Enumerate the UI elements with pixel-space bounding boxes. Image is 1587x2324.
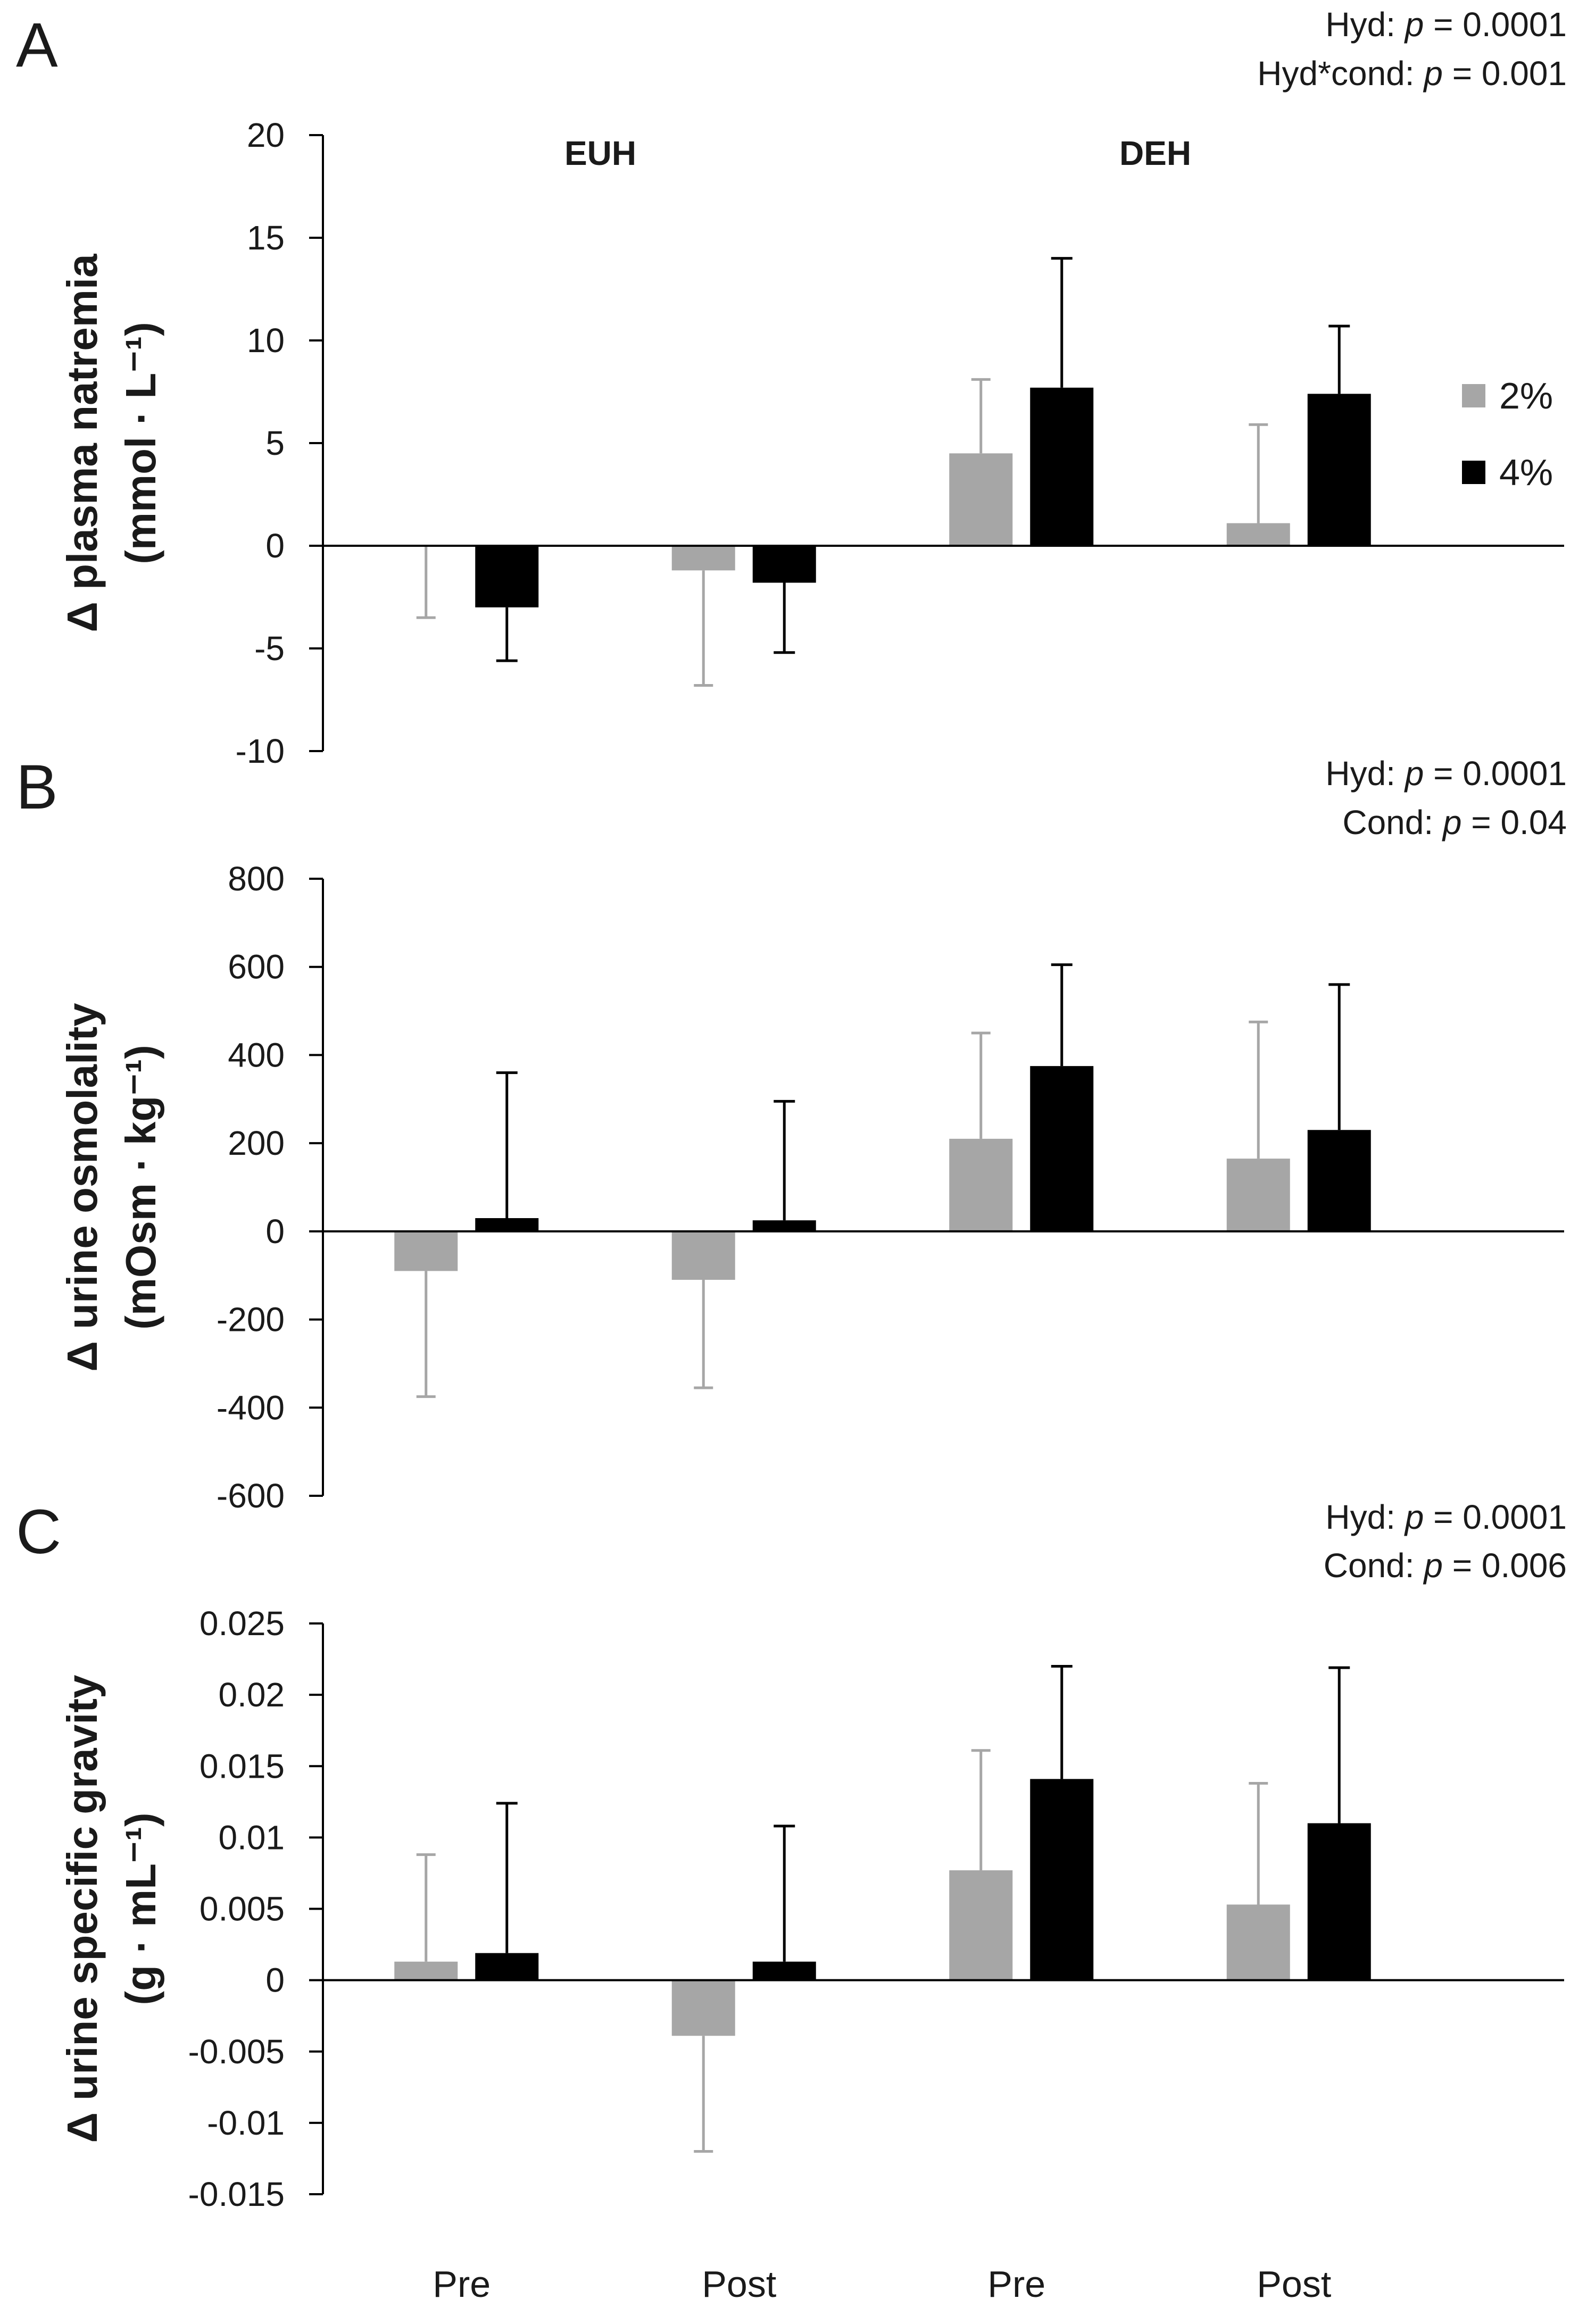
stat-label: Hyd*cond: xyxy=(1257,54,1424,93)
y-tick-label: -5 xyxy=(254,629,285,668)
bar-4pct-1 xyxy=(752,1220,816,1231)
y-tick-label: 0 xyxy=(265,1961,285,2000)
y-axis-label: Δ plasma natremia xyxy=(59,254,106,632)
y-tick-label: 20 xyxy=(247,116,285,154)
y-tick-label: 0.005 xyxy=(200,1890,285,1928)
x-category-label: Pre xyxy=(987,2263,1045,2305)
bar-2pct-2 xyxy=(949,1138,1013,1231)
y-tick-label: 200 xyxy=(228,1124,285,1162)
y-tick-label: 0.015 xyxy=(200,1747,285,1785)
y-tick-label: 5 xyxy=(265,424,285,462)
stat-annotation: Hyd: p = 0.0001 xyxy=(1325,1498,1567,1536)
stat-annotation: Cond: p = 0.006 xyxy=(1324,1546,1567,1585)
group-label: DEH xyxy=(1119,134,1191,172)
group-label: EUH xyxy=(564,134,636,172)
stat-p-symbol: p xyxy=(1404,5,1424,44)
stat-p-symbol: p xyxy=(1404,1498,1424,1536)
y-axis-label: Δ urine osmolality xyxy=(59,1003,106,1372)
bar-2pct-3 xyxy=(1226,1159,1290,1231)
bar-4pct-1 xyxy=(752,546,816,583)
panel-letter: A xyxy=(16,10,58,80)
stat-annotation: Hyd*cond: p = 0.001 xyxy=(1257,54,1567,93)
y-axis-unit: (mOsm · kg⁻¹) xyxy=(117,1045,164,1330)
y-tick-label: -400 xyxy=(217,1388,285,1427)
x-category-label: Pre xyxy=(433,2263,491,2305)
stat-p-symbol: p xyxy=(1423,1546,1443,1585)
stat-label: Hyd: xyxy=(1325,754,1405,793)
stat-label: Cond: xyxy=(1324,1546,1424,1585)
legend-label: 2% xyxy=(1499,375,1553,417)
bar-4pct-1 xyxy=(752,1961,816,1980)
y-axis-unit: (g · mL⁻¹) xyxy=(117,1812,164,2005)
stat-value: = 0.0001 xyxy=(1424,5,1567,44)
y-tick-label: -0.015 xyxy=(188,2175,285,2213)
stat-p-symbol: p xyxy=(1404,754,1424,793)
legend-swatch xyxy=(1462,461,1485,484)
y-tick-label: -200 xyxy=(217,1301,285,1339)
stat-value: = 0.006 xyxy=(1443,1546,1567,1585)
bar-2pct-3 xyxy=(1226,523,1290,546)
panel-letter: B xyxy=(16,752,58,822)
stat-annotation: Hyd: p = 0.0001 xyxy=(1325,5,1567,44)
y-tick-label: 0 xyxy=(265,1212,285,1251)
bar-4pct-2 xyxy=(1030,387,1094,546)
legend-label: 4% xyxy=(1499,452,1553,493)
bar-2pct-2 xyxy=(949,1870,1013,1980)
stat-label: Cond: xyxy=(1342,803,1443,842)
y-tick-label: 0.01 xyxy=(218,1818,285,1856)
bar-2pct-1 xyxy=(671,1231,735,1280)
x-category-label: Post xyxy=(1257,2263,1331,2305)
y-tick-label: 0.025 xyxy=(200,1604,285,1643)
y-tick-label: 600 xyxy=(228,948,285,986)
bar-2pct-3 xyxy=(1226,1904,1290,1980)
bar-4pct-3 xyxy=(1307,1823,1371,1980)
y-tick-label: -600 xyxy=(217,1477,285,1515)
y-tick-label: -0.005 xyxy=(188,2033,285,2071)
y-tick-label: 0.02 xyxy=(218,1676,285,1714)
bar-2pct-2 xyxy=(949,453,1013,546)
stat-annotation: Cond: p = 0.04 xyxy=(1342,803,1567,842)
bar-4pct-3 xyxy=(1307,394,1371,546)
stat-label: Hyd: xyxy=(1325,5,1405,44)
stat-value: = 0.0001 xyxy=(1424,754,1567,793)
bar-4pct-2 xyxy=(1030,1779,1094,1980)
bar-4pct-0 xyxy=(475,1953,539,1980)
stat-value: = 0.001 xyxy=(1443,54,1567,93)
y-tick-label: 15 xyxy=(247,219,285,257)
stat-value: = 0.04 xyxy=(1462,803,1567,842)
bar-2pct-0 xyxy=(394,1961,458,1980)
y-tick-label: 0 xyxy=(265,527,285,565)
x-category-label: Post xyxy=(702,2263,776,2305)
bar-4pct-3 xyxy=(1307,1130,1371,1231)
bar-2pct-1 xyxy=(671,1980,735,2036)
bar-2pct-1 xyxy=(671,546,735,571)
legend-swatch xyxy=(1462,384,1485,407)
stat-p-symbol: p xyxy=(1442,803,1462,842)
y-tick-label: 10 xyxy=(247,321,285,360)
stat-value: = 0.0001 xyxy=(1424,1498,1567,1536)
panel-letter: C xyxy=(16,1497,61,1567)
y-tick-label: 800 xyxy=(228,860,285,898)
stat-annotation: Hyd: p = 0.0001 xyxy=(1325,754,1567,793)
y-tick-label: -10 xyxy=(236,732,285,770)
y-axis-unit: (mmol · L⁻¹) xyxy=(117,322,164,564)
y-tick-label: 400 xyxy=(228,1036,285,1074)
bar-4pct-2 xyxy=(1030,1066,1094,1231)
stat-p-symbol: p xyxy=(1423,54,1443,93)
bar-2pct-0 xyxy=(394,1231,458,1271)
y-axis-label: Δ urine specific gravity xyxy=(59,1675,106,2143)
bar-4pct-0 xyxy=(475,546,539,607)
stat-label: Hyd: xyxy=(1325,1498,1405,1536)
bar-4pct-0 xyxy=(475,1218,539,1231)
y-tick-label: -0.01 xyxy=(207,2104,285,2142)
